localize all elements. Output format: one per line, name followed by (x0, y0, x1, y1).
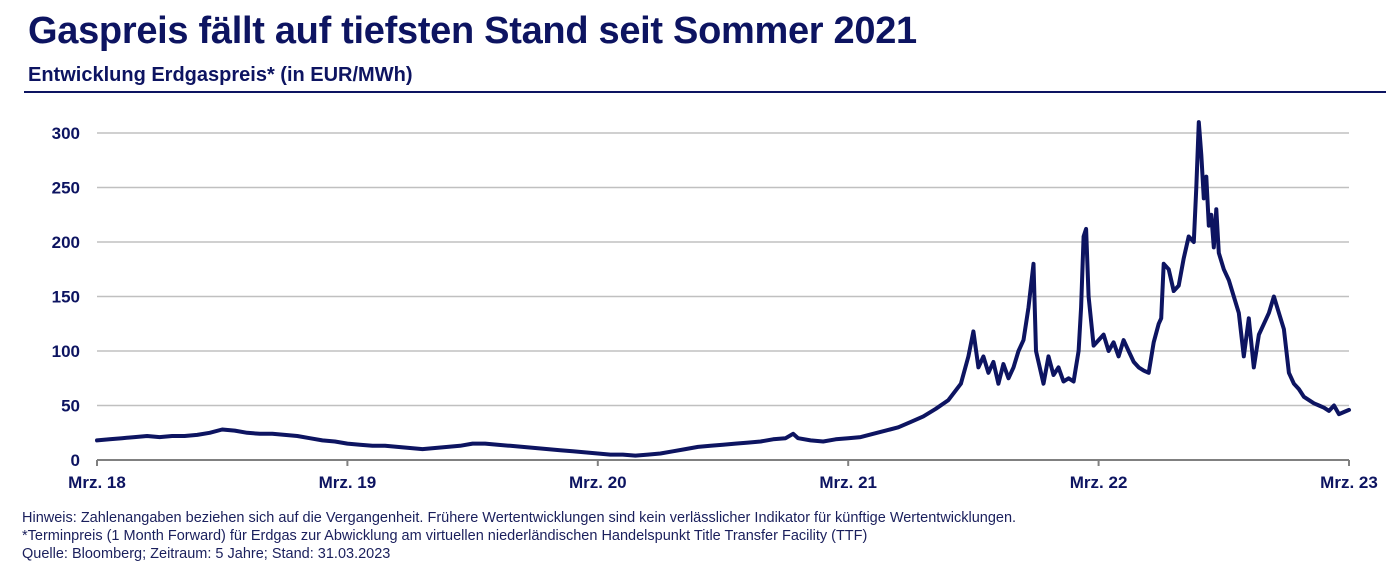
source-note: Quelle: Bloomberg; Zeitraum: 5 Jahre; St… (22, 546, 391, 562)
y-tick-label: 0 (71, 451, 80, 470)
x-tick-label: Mrz. 20 (569, 473, 627, 492)
x-tick-label: Mrz. 18 (68, 473, 126, 492)
y-tick-label: 50 (61, 397, 80, 416)
x-axis: Mrz. 18 Mrz. 19 Mrz. 20 Mrz. 21 Mrz. 22 Mrz. … (68, 459, 1378, 492)
y-axis: 0 50 100 150 200 250 300 (52, 124, 80, 470)
gridlines (97, 132, 1349, 407)
chart-title: Gaspreis fällt auf tiefsten Stand seit S… (28, 10, 917, 52)
x-tick-label: Mrz. 23 (1320, 473, 1378, 492)
line-chart: 0 50 100 150 200 250 300 Mrz. 18 Mrz. 19 Mrz. 20… (52, 120, 1378, 492)
footnote: *Terminpreis (1 Month Forward) für Erdga… (22, 528, 868, 544)
series-group (95, 120, 1351, 458)
disclaimer-note: Hinweis: Zahlenangaben beziehen sich auf… (22, 510, 1017, 526)
x-tick-label: Mrz. 19 (319, 473, 377, 492)
y-tick-label: 150 (52, 288, 80, 307)
y-tick-label: 200 (52, 233, 80, 252)
footer-notes: Hinweis: Zahlenangaben beziehen sich auf… (22, 509, 1016, 563)
y-tick-label: 300 (52, 124, 80, 143)
x-tick-label: Mrz. 22 (1070, 473, 1128, 492)
chart-subtitle: Entwicklung Erdgaspreis* (in EUR/MWh) (28, 64, 413, 86)
x-tick-label: Mrz. 21 (819, 473, 877, 492)
y-tick-label: 100 (52, 342, 80, 361)
y-tick-label: 250 (52, 179, 80, 198)
header-divider (24, 91, 1386, 93)
